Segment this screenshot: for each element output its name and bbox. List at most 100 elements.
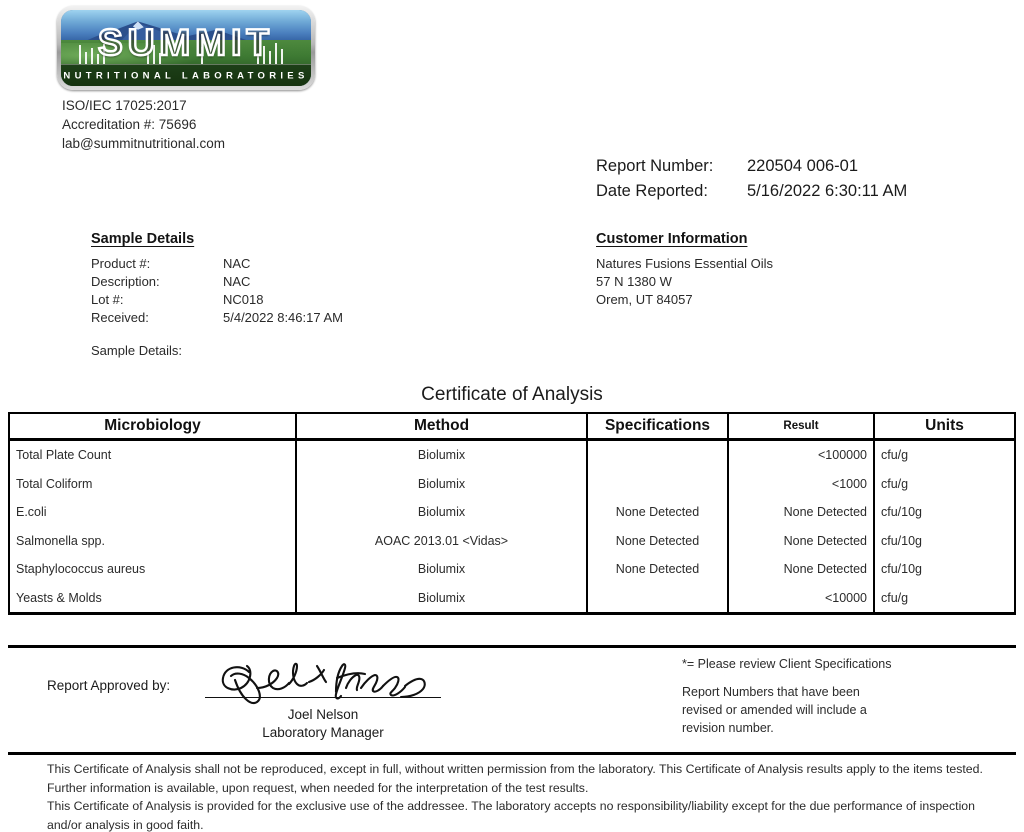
summit-logo: SUMMIT NUTRITIONAL LABORATORIES <box>57 6 315 90</box>
revision-note-line-3: revision number. <box>682 721 774 735</box>
logo-artwork: SUMMIT NUTRITIONAL LABORATORIES <box>61 10 311 86</box>
spike-bar <box>79 45 81 65</box>
report-meta-block: Report Number: 220504 006-01 Date Report… <box>596 154 907 204</box>
cell-result: None Detected <box>729 498 875 527</box>
spike-bar <box>281 49 283 65</box>
signature-image <box>205 658 441 706</box>
accreditation-standard: ISO/IEC 17025:2017 <box>62 98 187 113</box>
disclaimer-block: This Certificate of Analysis shall not b… <box>47 760 997 832</box>
results-table: Microbiology Method Specifications Resul… <box>8 412 1016 615</box>
table-row: Total Coliform Biolumix <1000 cfu/g <box>10 469 1014 498</box>
customer-street: 57 N 1380 W <box>596 274 672 289</box>
cell-result: <10000 <box>729 583 875 612</box>
spike-bar <box>103 44 105 65</box>
table-row: Staphylococcus aureus Biolumix None Dete… <box>10 555 1014 584</box>
sample-details-title: Sample Details <box>91 231 195 247</box>
spike-bar <box>263 46 265 65</box>
date-reported-value: 5/16/2022 6:30:11 AM <box>747 182 908 200</box>
sample-detail-row: Received: 5/4/2022 8:46:17 AM <box>91 309 343 327</box>
table-row: Salmonella spp. AOAC 2013.01 <Vidas> Non… <box>10 526 1014 555</box>
certificate-title: Certificate of Analysis <box>421 384 603 405</box>
note-spacer <box>682 673 891 683</box>
sample-details-block: Sample Details Product #: NAC Descriptio… <box>91 230 343 327</box>
product-number-label: Product #: <box>91 256 151 271</box>
spike-bar <box>275 43 277 65</box>
cell-units: cfu/g <box>881 448 909 463</box>
column-header-specifications: Specifications <box>588 414 729 438</box>
cell-specification: None Detected <box>588 555 729 584</box>
spike-bar <box>201 47 203 65</box>
received-value: 5/4/2022 8:46:17 AM <box>223 310 343 325</box>
logo-band: NUTRITIONAL LABORATORIES <box>61 64 311 86</box>
sample-detail-row: Description: NAC <box>91 273 343 291</box>
report-number-row: Report Number: 220504 006-01 <box>596 154 907 179</box>
cell-units: cfu/g <box>881 476 909 491</box>
cell-units: cfu/10g <box>881 533 923 548</box>
cell-specification <box>588 469 729 498</box>
spike-bar <box>91 48 93 65</box>
spike-bar <box>269 51 271 65</box>
logo-tagline: NUTRITIONAL LABORATORIES <box>63 70 309 81</box>
footer-divider-top <box>8 645 1016 648</box>
signature-line <box>205 697 441 698</box>
cell-units: cfu/10g <box>881 562 923 577</box>
spike-bar <box>147 51 149 65</box>
cell-analyte: Staphylococcus aureus <box>10 555 297 584</box>
cell-result: <1000 <box>729 469 875 498</box>
cell-specification: None Detected <box>588 526 729 555</box>
disclaimer-paragraph-2: This Certificate of Analysis is provided… <box>47 799 975 832</box>
column-header-method: Method <box>297 414 588 438</box>
logo-frame: SUMMIT NUTRITIONAL LABORATORIES <box>57 6 315 90</box>
approver-title: Laboratory Manager <box>262 725 384 740</box>
cell-result: None Detected <box>729 555 875 584</box>
customer-information-block: Customer Information Natures Fusions Ess… <box>596 230 773 309</box>
footer-divider-bottom <box>8 752 1016 755</box>
cell-method: Biolumix <box>297 555 588 584</box>
lot-number-value: NC018 <box>223 292 264 307</box>
cell-analyte: Total Plate Count <box>10 441 297 470</box>
spike-bar <box>97 54 99 65</box>
column-header-result: Result <box>729 414 875 438</box>
date-reported-row: Date Reported: 5/16/2022 6:30:11 AM <box>596 179 907 204</box>
lot-number-label: Lot #: <box>91 292 124 307</box>
cell-method: Biolumix <box>297 441 588 470</box>
cell-specification: None Detected <box>588 498 729 527</box>
sample-details-extra-label: Sample Details: <box>91 343 183 358</box>
cell-result: <100000 <box>729 441 875 470</box>
spike-bar <box>257 53 259 65</box>
cell-analyte: E.coli <box>10 498 297 527</box>
report-number-label: Report Number: <box>596 157 714 175</box>
cell-analyte: Total Coliform <box>10 469 297 498</box>
customer-name: Natures Fusions Essential Oils <box>596 256 774 271</box>
report-approved-by-label: Report Approved by: <box>47 678 171 693</box>
cell-method: Biolumix <box>297 583 588 612</box>
spike-bar <box>159 53 161 65</box>
client-specifications-note: *= Please review Client Specifications <box>682 657 892 671</box>
sample-detail-row: Product #: NAC <box>91 255 343 273</box>
customer-city-state-zip: Orem, UT 84057 <box>596 292 693 307</box>
accreditation-number: Accreditation #: 75696 <box>62 117 197 132</box>
column-header-units: Units <box>925 417 964 434</box>
cell-units: cfu/10g <box>881 505 923 520</box>
table-row: Yeasts & Molds Biolumix <10000 cfu/g <box>10 583 1014 612</box>
sample-details-rows: Product #: NAC Description: NAC Lot #: N… <box>91 255 343 327</box>
sample-detail-row: Lot #: NC018 <box>91 291 343 309</box>
customer-address: Natures Fusions Essential Oils 57 N 1380… <box>596 255 773 309</box>
lab-email: lab@summitnutritional.com <box>62 136 226 151</box>
revision-note-line-1: Report Numbers that have been <box>682 685 860 699</box>
cell-method: AOAC 2013.01 <Vidas> <box>297 526 588 555</box>
customer-information-title: Customer Information <box>596 231 748 247</box>
cell-analyte: Yeasts & Molds <box>10 583 297 612</box>
received-label: Received: <box>91 310 149 325</box>
cell-result: None Detected <box>729 526 875 555</box>
table-header-row: Microbiology Method Specifications Resul… <box>10 414 1014 441</box>
table-body: Total Plate Count Biolumix <100000 cfu/g… <box>10 441 1014 612</box>
product-number-value: NAC <box>223 256 251 271</box>
table-row: Total Plate Count Biolumix <100000 cfu/g <box>10 441 1014 470</box>
cell-analyte: Salmonella spp. <box>10 526 297 555</box>
column-header-microbiology: Microbiology <box>10 414 297 438</box>
cell-specification <box>588 583 729 612</box>
disclaimer-paragraph-1: This Certificate of Analysis shall not b… <box>47 762 983 795</box>
table-row: E.coli Biolumix None Detected None Detec… <box>10 498 1014 527</box>
